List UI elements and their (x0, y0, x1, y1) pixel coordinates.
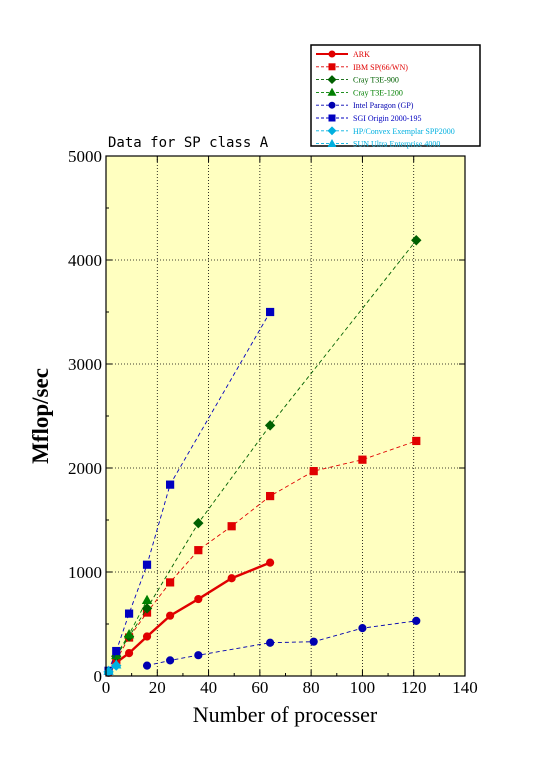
tick-labels: 0 20 40 60 80 100 120 140 0 1000 2000 3000 4000 5000 (68, 147, 478, 697)
legend-item: Cray T3E-900 (316, 75, 399, 85)
data-point (412, 436, 421, 446)
data-point (194, 546, 203, 555)
x-tick-label: 140 (452, 678, 478, 697)
legend-item: SGI Origin 2000-195 (316, 114, 421, 123)
y-tick-label: 3000 (68, 355, 102, 374)
data-point (142, 661, 152, 670)
series-4 (142, 616, 421, 670)
x-tick-label: 100 (350, 678, 376, 697)
legend-label: Cray T3E-1200 (353, 88, 403, 97)
data-point (358, 455, 367, 464)
legend-marker (328, 50, 336, 58)
data-point (309, 467, 318, 476)
x-tick-label: 80 (303, 678, 320, 697)
legend-item: HP/Convex Exemplar SPP2000 (316, 126, 455, 136)
data-point (166, 578, 175, 587)
data-point (166, 656, 175, 665)
legend-marker (327, 87, 337, 96)
data-point (266, 307, 275, 317)
data-point (264, 420, 276, 431)
data-point (166, 480, 175, 489)
y-tick-label: 5000 (68, 147, 102, 166)
x-axis-title: Number of processer (193, 702, 378, 727)
y-tick-label: 1000 (68, 563, 102, 582)
data-point (266, 491, 275, 501)
legend: ARK IBM SP(66/WN) Cray T3E-900 Cray T3E-120… (310, 44, 481, 149)
legend-label: HP/Convex Exemplar SPP2000 (353, 127, 455, 136)
legend-label: SGI Origin 2000-195 (353, 114, 421, 123)
data-point (123, 629, 135, 639)
legend-box (310, 44, 481, 147)
data-point (112, 646, 121, 656)
data-point (142, 632, 152, 641)
data-point (194, 594, 203, 604)
legend-item: Cray T3E-1200 (316, 87, 403, 97)
data-point (227, 574, 236, 583)
data-point (358, 624, 367, 633)
series-line (115, 440, 417, 661)
data-point (194, 651, 203, 660)
x-tick-label: 60 (251, 678, 268, 697)
data-point (193, 517, 204, 529)
series-line (115, 239, 417, 657)
legend-item: SUN Ultra Enterprise 4000 (316, 138, 440, 149)
data-point (309, 637, 318, 646)
data-point (141, 594, 153, 605)
legend-marker (327, 138, 337, 147)
legend-marker (327, 126, 337, 136)
legend-items: ARK IBM SP(66/WN) Cray T3E-900 Cray T3E-120… (316, 50, 455, 149)
legend-label: IBM SP(66/WN) (353, 63, 408, 72)
data-point (142, 560, 152, 569)
x-tick-label: 20 (149, 678, 166, 697)
series-layer (103, 235, 422, 678)
ticks (105, 155, 466, 677)
legend-marker (328, 101, 336, 109)
data-point (124, 609, 134, 618)
legend-label: Cray T3E-900 (353, 76, 399, 85)
data-point (411, 235, 422, 246)
plot-background (106, 156, 465, 676)
data-point (166, 611, 175, 620)
chart-title: Data for SP class A (108, 135, 269, 151)
legend-marker (328, 114, 336, 122)
data-point (266, 638, 275, 647)
x-tick-label: 120 (401, 678, 427, 697)
legend-label: SUN Ultra Enterprise 4000 (353, 140, 440, 149)
legend-label: Intel Paragon (GP) (353, 101, 414, 110)
x-tick-label: 40 (200, 678, 217, 697)
data-point (111, 659, 122, 669)
data-point (227, 522, 236, 531)
data-point (141, 603, 153, 614)
data-point (124, 649, 134, 658)
y-tick-label: 2000 (68, 459, 102, 478)
legend-marker (327, 75, 337, 85)
legend-item: ARK (316, 50, 370, 59)
legend-label: ARK (353, 50, 370, 59)
data-point (412, 616, 421, 625)
legend-item: Intel Paragon (GP) (316, 101, 414, 110)
legend-marker (328, 63, 336, 71)
x-tick-label: 0 (102, 678, 111, 697)
data-point (266, 558, 275, 567)
legend-item: IBM SP(66/WN) (316, 63, 408, 72)
y-tick-label: 0 (94, 667, 103, 686)
y-tick-label: 4000 (68, 251, 102, 270)
y-axis-title: Mflop/sec (28, 368, 53, 464)
